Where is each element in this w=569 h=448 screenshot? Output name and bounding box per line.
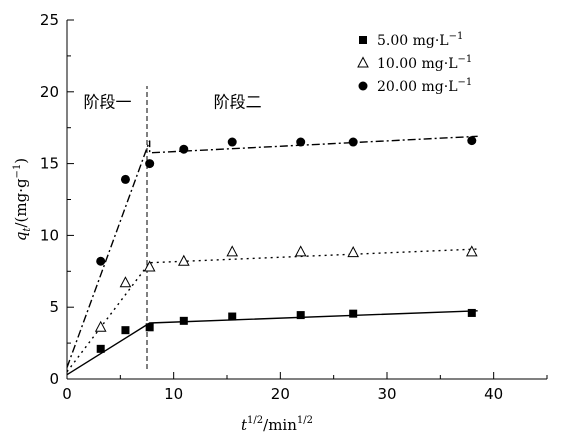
data-point-series-2 <box>226 245 239 257</box>
data-point-series-2 <box>94 320 107 332</box>
data-points <box>94 136 478 353</box>
data-point-series-2 <box>119 276 132 288</box>
data-point-series-1 <box>349 309 358 318</box>
legend-marker-1 <box>359 36 367 44</box>
fit-lines <box>66 135 478 376</box>
legend-entry-1: 5.00 mg·L−1 <box>377 31 463 49</box>
y-tick-label: 5 <box>49 298 59 316</box>
axes: 0 10 20 30 40 0 5 10 15 20 25 <box>40 11 548 403</box>
data-point-series-3 <box>145 159 155 169</box>
fit-line-series-1 <box>66 310 478 376</box>
x-tick-label: 10 <box>164 385 183 403</box>
stage-label-1: 阶段一 <box>84 93 132 112</box>
data-point-series-1 <box>228 312 237 321</box>
data-point-series-2 <box>465 245 478 257</box>
data-point-series-2 <box>177 254 190 266</box>
legend-marker-3 <box>358 81 368 91</box>
y-tick-label: 15 <box>40 155 59 173</box>
data-point-series-2 <box>143 260 156 272</box>
legend-entry-3: 20.00 mg·L−1 <box>377 77 472 95</box>
y-tick-label: 0 <box>49 370 59 388</box>
data-point-series-3 <box>467 136 477 146</box>
y-axis-label: qt/(mg·g−1) <box>12 158 33 241</box>
fit-line-series-2 <box>66 248 478 373</box>
legend-entry-2: 10.00 mg·L−1 <box>377 54 472 72</box>
y-tick-label: 20 <box>40 83 59 101</box>
data-point-series-3 <box>96 256 106 266</box>
x-tick-label: 30 <box>377 385 396 403</box>
axis-labels: t1/2/min1/2 qt/(mg·g−1) <box>12 158 313 434</box>
x-tick-label: 20 <box>271 385 290 403</box>
legend-marker-2 <box>357 56 369 68</box>
data-point-series-3 <box>227 137 237 147</box>
data-point-series-1 <box>145 323 154 332</box>
data-point-series-3 <box>348 137 358 147</box>
data-point-series-1 <box>179 316 188 325</box>
x-tick-label: 40 <box>484 385 503 403</box>
x-axis-label: t1/2/min1/2 <box>241 415 313 434</box>
y-tick-label: 10 <box>40 226 59 244</box>
data-point-series-1 <box>467 308 476 317</box>
data-point-series-2 <box>294 245 307 257</box>
data-point-series-1 <box>296 311 305 320</box>
data-point-series-1 <box>96 344 105 353</box>
data-point-series-3 <box>179 144 189 154</box>
fit-line-series-3 <box>66 135 478 368</box>
data-point-series-1 <box>121 326 130 335</box>
x-tick-label: 0 <box>62 385 72 403</box>
data-point-series-3 <box>296 137 306 147</box>
legend: 5.00 mg·L−1 10.00 mg·L−1 20.00 mg·L−1 <box>357 31 472 95</box>
data-point-series-3 <box>120 174 130 184</box>
stage-annotations: 阶段一 阶段二 <box>84 93 262 112</box>
stage-label-2: 阶段二 <box>214 93 262 112</box>
data-point-series-2 <box>347 246 360 258</box>
y-tick-label: 25 <box>40 11 59 29</box>
